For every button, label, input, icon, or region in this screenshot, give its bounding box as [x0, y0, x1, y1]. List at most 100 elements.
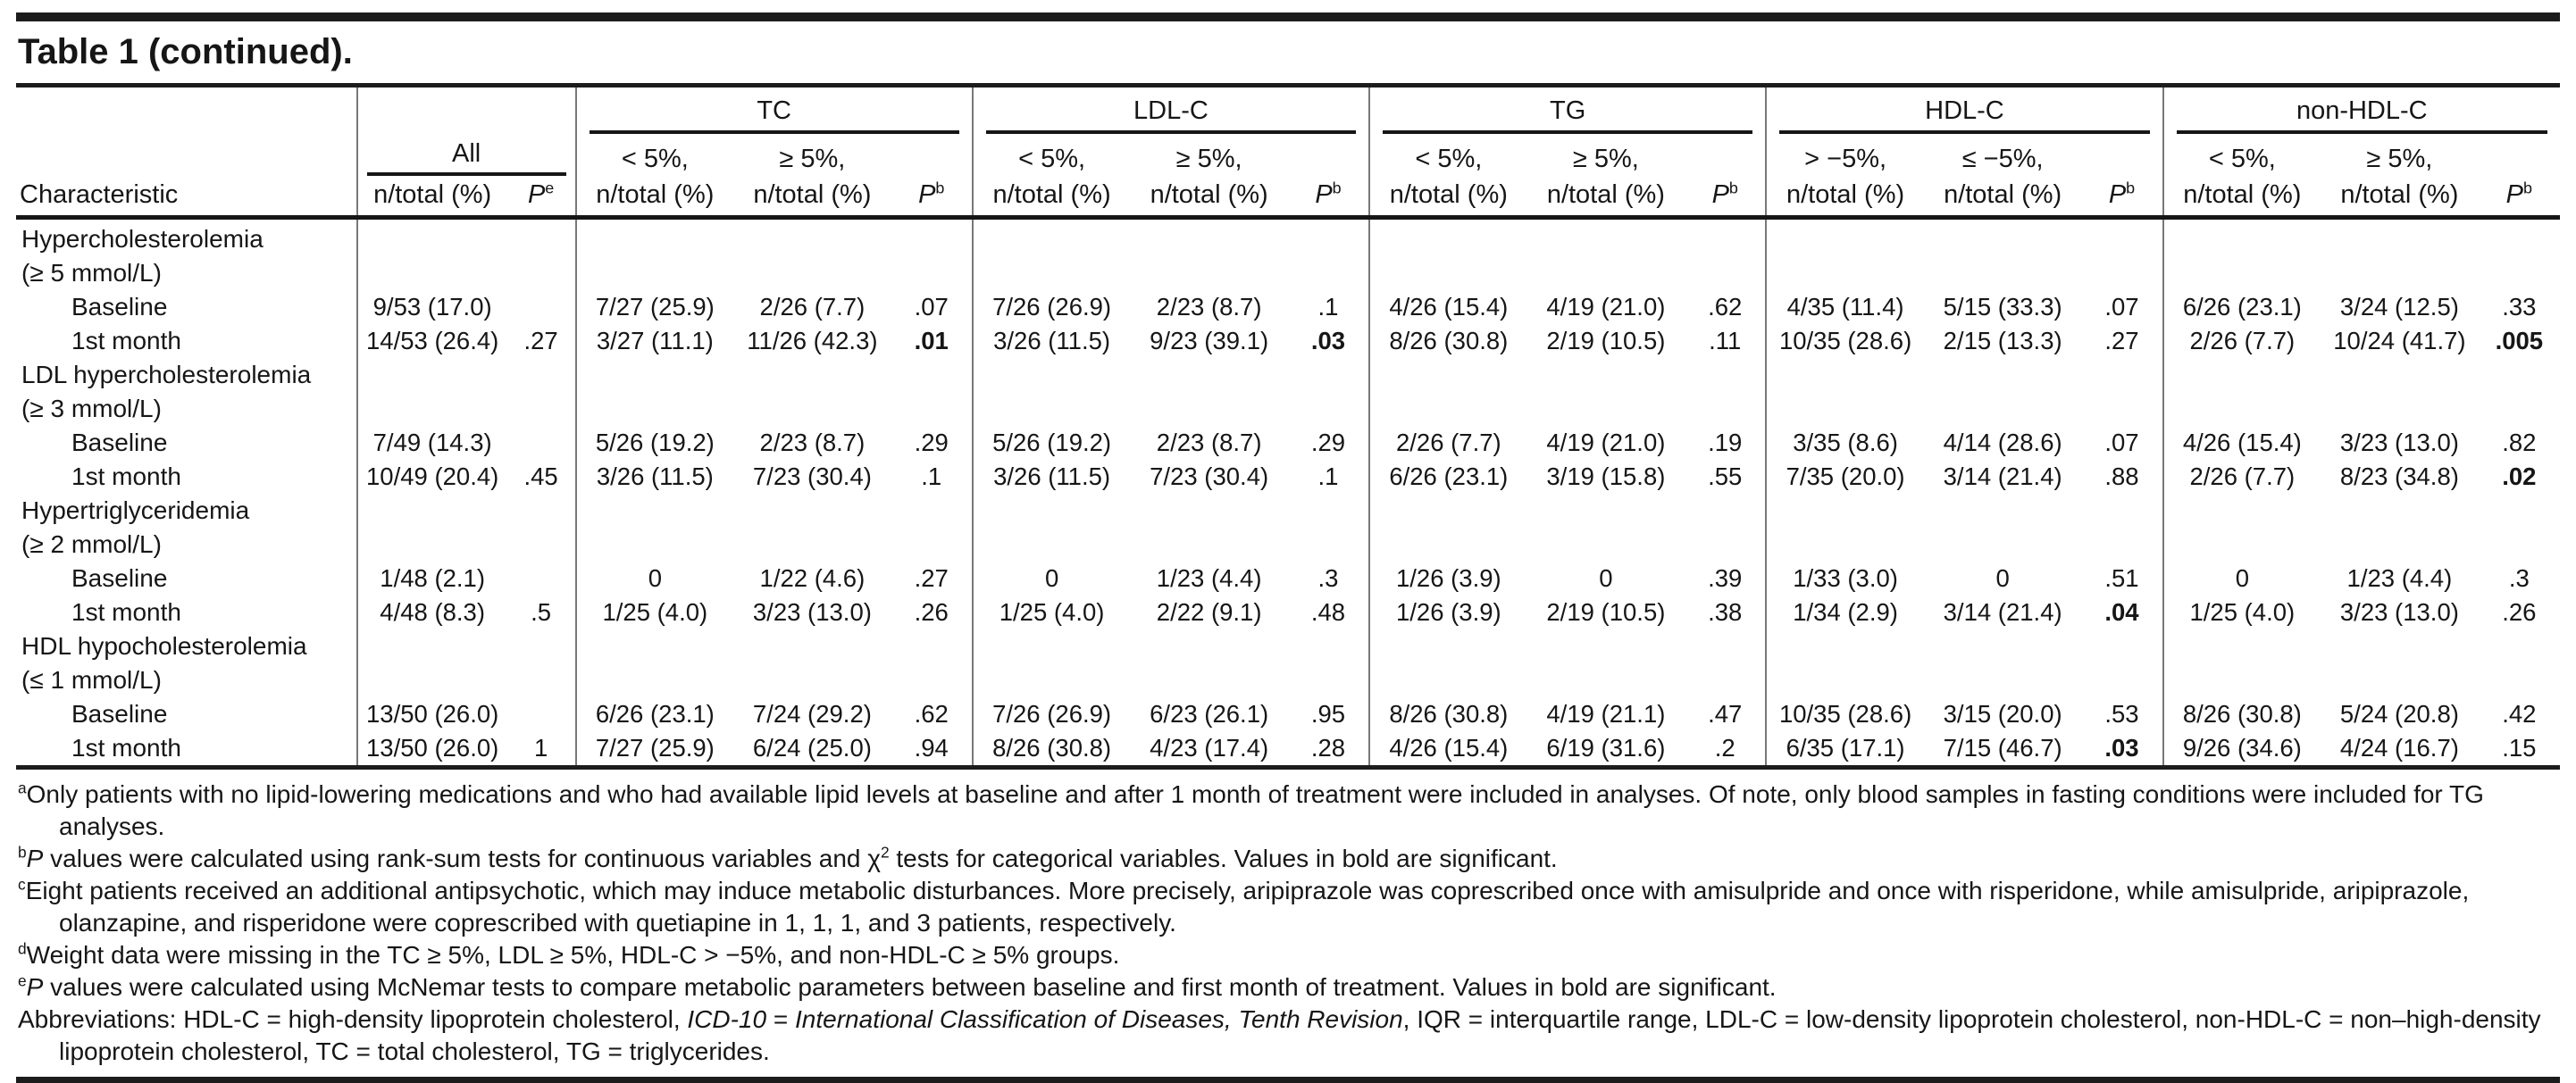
table-cell — [733, 629, 891, 663]
group-label-hdl: HDL-C — [1779, 98, 2150, 134]
table-cell — [507, 663, 576, 697]
table-cell — [2162, 629, 2321, 663]
table-cell — [1527, 663, 1685, 697]
table-cell — [971, 391, 1131, 426]
table-cell — [507, 426, 576, 460]
section-row: HDL hypocholesterolemia — [16, 629, 2560, 663]
table-cell — [891, 217, 973, 256]
table-cell: .07 — [2104, 428, 2139, 456]
table-cell: 11/26 (42.3) — [747, 326, 878, 354]
table-cell: .1 — [1317, 462, 1339, 490]
table-cell — [733, 256, 891, 290]
table-cell: .62 — [914, 699, 949, 728]
table-cell — [1527, 494, 1685, 528]
table-cell: .45 — [523, 462, 558, 490]
table-cell — [1368, 255, 1527, 290]
tc-lt-n-header: n/total (%) — [574, 176, 734, 220]
table-cell — [971, 357, 1131, 392]
tg-lt-n-header: n/total (%) — [1368, 176, 1527, 220]
footnote-c: cEight patients received an additional a… — [18, 875, 2558, 939]
table-cell — [1924, 217, 2082, 256]
table-cell: 9/23 (39.1) — [1150, 326, 1269, 354]
table-cell: .11 — [1709, 326, 1742, 354]
row-label: Baseline — [71, 428, 168, 456]
table-cell — [1924, 663, 2082, 697]
table-cell — [1288, 629, 1369, 663]
table-cell — [2162, 662, 2321, 697]
table-cell: 6/35 (17.1) — [1765, 730, 1924, 765]
table-cell — [1368, 493, 1527, 528]
table-cell — [1288, 217, 1369, 256]
table-cell: .2 — [1714, 733, 1735, 762]
table-cell — [2321, 358, 2479, 392]
table-cell: .3 — [2508, 563, 2530, 592]
table-cell: 4/19 (21.0) — [1546, 292, 1666, 321]
table-cell: .01 — [914, 326, 949, 354]
table-cell — [574, 527, 734, 562]
table-cell: 10/35 (28.6) — [1765, 323, 1924, 358]
tc-lt-header: < 5%, — [574, 134, 734, 176]
table-row: 1st month 13/50 (26.0) 1 7/27 (25.9) 6/24 (2… — [16, 730, 2560, 765]
table-cell: 4/26 (15.4) — [2162, 425, 2321, 460]
table-cell — [574, 391, 734, 426]
table-cell — [1368, 357, 1527, 392]
table-cell — [733, 217, 891, 256]
table-cell: .51 — [2104, 563, 2139, 592]
table-cell — [355, 255, 507, 290]
table-cell — [507, 629, 576, 663]
table-cell: 4/14 (28.6) — [1943, 428, 2062, 456]
table-cell — [2479, 256, 2560, 290]
table-cell: .27 — [914, 563, 949, 592]
table-cell — [1765, 527, 1924, 562]
table-cell: 14/53 (26.4) — [355, 323, 507, 358]
table-cell: 2/15 (13.3) — [1943, 326, 2062, 354]
hdl-le-n-header: n/total (%) — [1923, 176, 2082, 220]
table-cell: 1 — [533, 733, 548, 762]
hdl-p-header: Pb — [2081, 176, 2163, 220]
table-cell — [891, 256, 973, 290]
table-cell: 13/50 (26.0) — [355, 730, 507, 765]
footnotes: aOnly patients with no lipid-lowering me… — [16, 770, 2560, 1068]
table-cell — [2321, 392, 2479, 426]
table-cell — [1288, 528, 1369, 562]
table-cell: 7/23 (30.4) — [752, 462, 872, 490]
table-cell: 1/25 (4.0) — [574, 595, 734, 629]
table-cell — [2162, 527, 2321, 562]
table-cell — [733, 528, 891, 562]
table-cell: .48 — [1310, 597, 1346, 626]
table-cell — [891, 392, 973, 426]
table-cell: 4/26 (15.4) — [1368, 289, 1527, 324]
table-cell: 5/24 (20.8) — [2339, 699, 2459, 728]
header-spacer — [2081, 134, 2162, 176]
footnote-marker: b — [18, 843, 27, 862]
table-cell — [2321, 256, 2479, 290]
row-label: HDL hypocholesterolemia — [21, 631, 307, 660]
table-cell: 2/19 (10.5) — [1546, 597, 1666, 626]
table-cell: .1 — [1317, 292, 1339, 321]
table-cell: 3/27 (11.1) — [574, 323, 734, 358]
table-cell — [507, 494, 576, 528]
row-label: (≥ 2 mmol/L) — [21, 529, 162, 558]
footnote-d: dWeight data were missing in the TC ≥ 5%… — [18, 939, 2558, 971]
table-cell — [1765, 357, 1924, 392]
table-cell: 4/23 (17.4) — [1150, 733, 1269, 762]
table-cell: .26 — [2502, 597, 2537, 626]
table-cell — [971, 493, 1131, 528]
table-cell — [891, 494, 973, 528]
group-label-nonhdl: non-HDL-C — [2176, 98, 2547, 134]
table-cell — [2479, 528, 2560, 562]
footnote-text: Only patients with no lipid-lowering med… — [26, 779, 2484, 840]
table-cell: .27 — [523, 326, 558, 354]
table-cell: 6/26 (23.1) — [574, 696, 734, 731]
table-cell — [2479, 629, 2560, 663]
table-cell — [1765, 217, 1924, 256]
table-cell: 2/23 (8.7) — [1156, 428, 1262, 456]
table-cell: .95 — [1310, 699, 1346, 728]
table-cell — [2479, 358, 2560, 392]
table-cell — [1368, 629, 1527, 663]
table-cell — [1685, 629, 1766, 663]
table-cell — [2162, 217, 2321, 256]
table-cell: 8/26 (30.8) — [1368, 323, 1527, 358]
table-cell — [574, 662, 734, 697]
table-row: Baseline 13/50 (26.0) 6/26 (23.1) 7/24 (29.… — [16, 696, 2560, 731]
